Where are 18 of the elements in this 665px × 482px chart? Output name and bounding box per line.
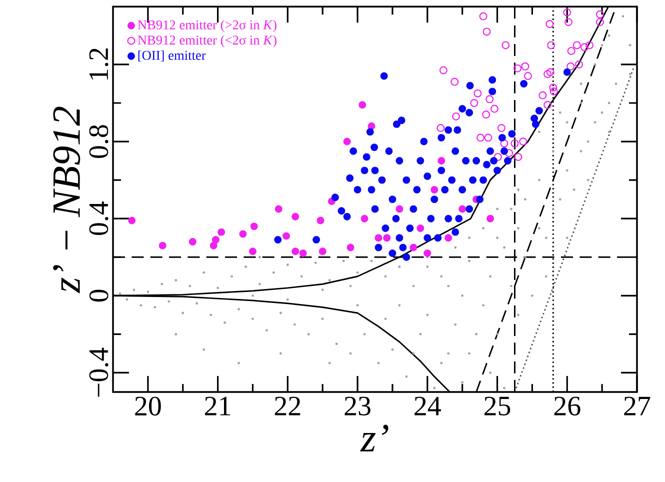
legend-label: [OII] emitter — [138, 50, 206, 62]
x-tick-label: 27 — [624, 396, 650, 416]
x-tick-label: 21 — [205, 396, 230, 416]
x-tick-label: 24 — [414, 396, 441, 416]
x-tick-label: 20 — [135, 396, 161, 416]
legend-label: NB912 emitter (>2σ in K) — [138, 20, 276, 32]
x-tick-label: 25 — [484, 396, 510, 416]
legend-label: NB912 emitter (<2σ in K) — [138, 35, 276, 48]
y-axis-title: z’ − NB912 — [53, 106, 80, 294]
y-tick-label: 0.4 — [89, 202, 108, 236]
x-tick-label: 22 — [274, 396, 300, 416]
y-tick-label: 0 — [89, 290, 108, 302]
y-tick-label: −0.4 — [89, 348, 108, 397]
y-tick-label: 0.8 — [89, 125, 108, 158]
x-tick-label: 23 — [344, 396, 370, 416]
y-tick-label: 1.2 — [89, 48, 108, 80]
x-axis-title: z’ — [360, 424, 388, 452]
x-tick-label: 26 — [554, 396, 580, 416]
